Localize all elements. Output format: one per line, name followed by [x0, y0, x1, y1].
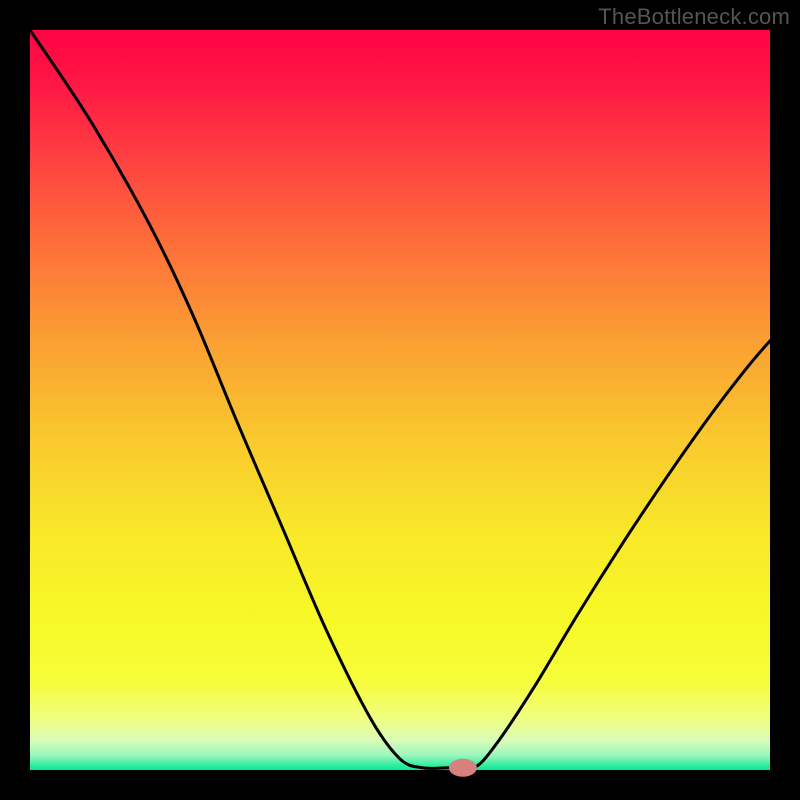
- bottleneck-chart: [0, 0, 800, 800]
- watermark-text: TheBottleneck.com: [598, 4, 790, 30]
- optimal-marker: [449, 759, 477, 777]
- plot-area: [30, 30, 770, 770]
- chart-container: TheBottleneck.com: [0, 0, 800, 800]
